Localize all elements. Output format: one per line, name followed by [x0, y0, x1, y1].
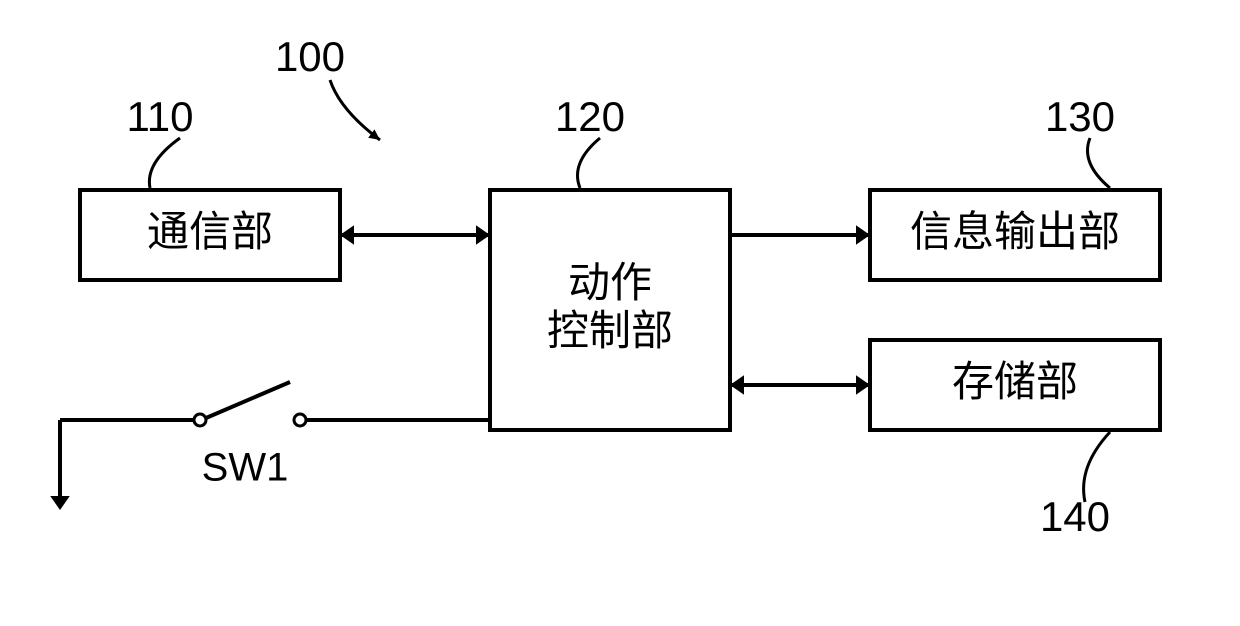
arrowhead — [476, 225, 490, 245]
system-label: 100 — [275, 33, 345, 80]
arrowhead — [856, 225, 870, 245]
block-comm-num: 110 — [127, 93, 194, 140]
block-ctrl-num: 120 — [555, 93, 625, 140]
block-out-label: 信息输出部 — [910, 208, 1120, 255]
arrowhead — [50, 496, 70, 510]
switch-arm — [206, 382, 290, 418]
arrowhead — [856, 375, 870, 395]
arrowhead — [340, 225, 354, 245]
leader-out — [1088, 138, 1111, 188]
block-ctrl-label: 动作 — [568, 259, 652, 306]
switch-term-right — [294, 414, 306, 426]
leader-ctrl — [578, 138, 601, 188]
leader-comm — [149, 138, 180, 188]
system-leader — [330, 80, 380, 140]
leader-store — [1084, 432, 1110, 502]
switch-label: SW1 — [202, 446, 289, 490]
switch-term-left — [194, 414, 206, 426]
block-store-label: 存储部 — [952, 358, 1078, 405]
block-ctrl-label: 控制部 — [547, 307, 673, 354]
block-comm-label: 通信部 — [147, 208, 273, 255]
arrowhead — [730, 375, 744, 395]
block-store-num: 140 — [1040, 493, 1110, 540]
block-out-num: 130 — [1045, 93, 1115, 140]
